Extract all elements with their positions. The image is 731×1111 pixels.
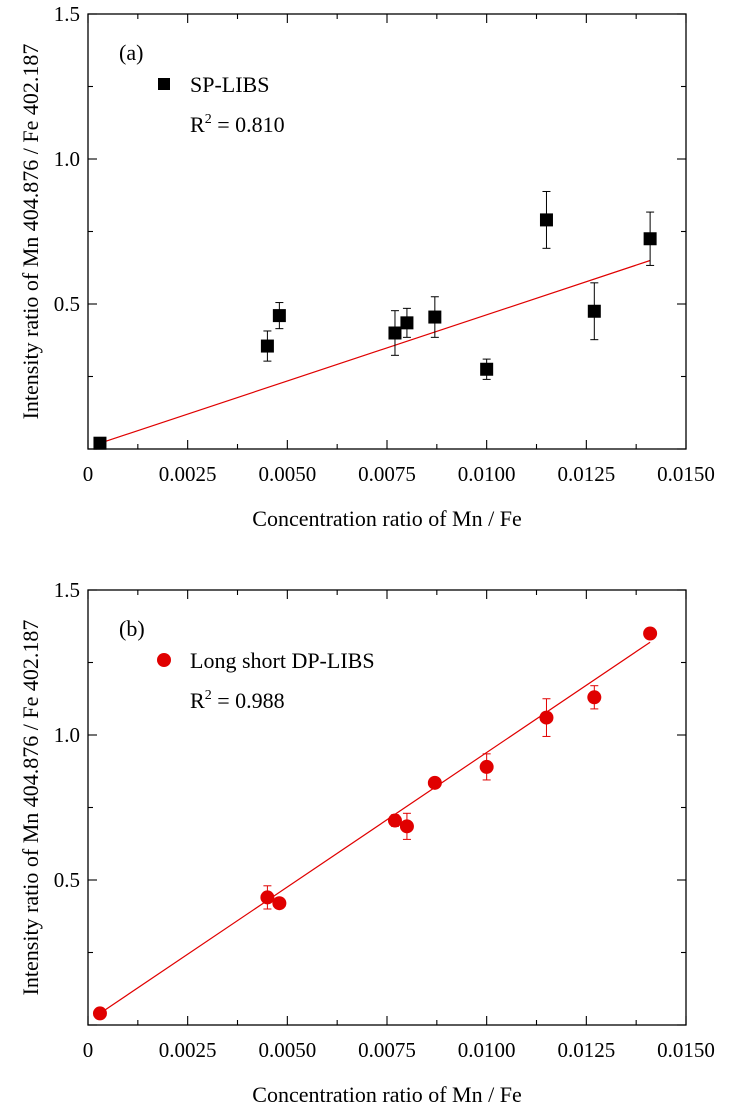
data-point [387, 813, 402, 828]
data-point [480, 362, 494, 376]
x-tick-label: 0.0075 [358, 1038, 416, 1062]
x-tick-label: 0.0125 [557, 462, 615, 486]
y-axis-title: Intensity ratio of Mn 404.876 / Fe 402.1… [18, 44, 43, 420]
x-tick-label: 0.0150 [657, 1038, 715, 1062]
panel-label: (a) [119, 40, 143, 65]
legend-label: SP-LIBS [190, 72, 269, 97]
data-point [587, 304, 601, 318]
x-tick-label: 0.0100 [458, 1038, 516, 1062]
data-point [539, 710, 554, 725]
x-axis-title: Concentration ratio of Mn / Fe [252, 1082, 521, 1107]
x-tick-label: 0.0025 [159, 462, 217, 486]
r2-superscript: 2 [205, 112, 212, 127]
y-tick-label: 1.5 [54, 578, 80, 602]
y-axis-title: Intensity ratio of Mn 404.876 / Fe 402.1… [18, 620, 43, 996]
y-tick-label: 0.5 [54, 292, 80, 316]
x-tick-label: 0.0025 [159, 1038, 217, 1062]
x-tick-label: 0.0150 [657, 462, 715, 486]
data-point [272, 896, 287, 911]
chart-panel-a: 0 0.0025 0.0050 0.0075 0.0100 0.0125 0.0150 0.5… [18, 2, 715, 531]
data-point [92, 1006, 107, 1021]
x-tick-label: 0.0050 [258, 1038, 316, 1062]
panel-label: (b) [119, 616, 145, 641]
data-point [643, 626, 658, 641]
x-tick-label: 0 [83, 1038, 94, 1062]
data-point [388, 326, 402, 340]
data-point [427, 775, 442, 790]
r2-superscript: 2 [205, 688, 212, 703]
y-tick-label: 0.5 [54, 868, 80, 892]
data-point [399, 819, 414, 834]
data-point [479, 759, 494, 774]
data-point [587, 690, 602, 705]
y-tick-label: 1.0 [54, 723, 80, 747]
fit-line [99, 641, 651, 1014]
data-point [643, 232, 657, 246]
data-point [260, 890, 275, 905]
data-point [400, 316, 414, 330]
data-point [272, 309, 286, 323]
legend-marker [158, 78, 170, 90]
r2-symbol: R [190, 112, 205, 137]
x-tick-label: 0.0075 [358, 462, 416, 486]
data-point [539, 213, 553, 227]
r2-annotation: R2 = 0.988 [190, 688, 285, 713]
legend-marker [157, 653, 171, 667]
plot-frame [87, 589, 687, 1026]
x-tick-label: 0.0050 [258, 462, 316, 486]
fit-line [99, 259, 651, 444]
y-tick-label: 1.5 [54, 2, 80, 26]
r2-value: = 0.810 [212, 112, 285, 137]
chart-panel-b: 0 0.0025 0.0050 0.0075 0.0100 0.0125 0.0150 0.5… [18, 578, 715, 1107]
data-point [260, 339, 274, 353]
data-point [428, 310, 442, 324]
r2-annotation: R2 = 0.810 [190, 112, 285, 137]
y-tick-label: 1.0 [54, 147, 80, 171]
x-tick-label: 0.0100 [458, 462, 516, 486]
legend-label: Long short DP-LIBS [190, 648, 375, 673]
data-point [93, 436, 107, 450]
r2-symbol: R [190, 688, 205, 713]
r2-value: = 0.988 [212, 688, 285, 713]
plot-frame [87, 13, 687, 450]
x-tick-label: 0 [83, 462, 94, 486]
x-axis-title: Concentration ratio of Mn / Fe [252, 506, 521, 531]
x-tick-label: 0.0125 [557, 1038, 615, 1062]
